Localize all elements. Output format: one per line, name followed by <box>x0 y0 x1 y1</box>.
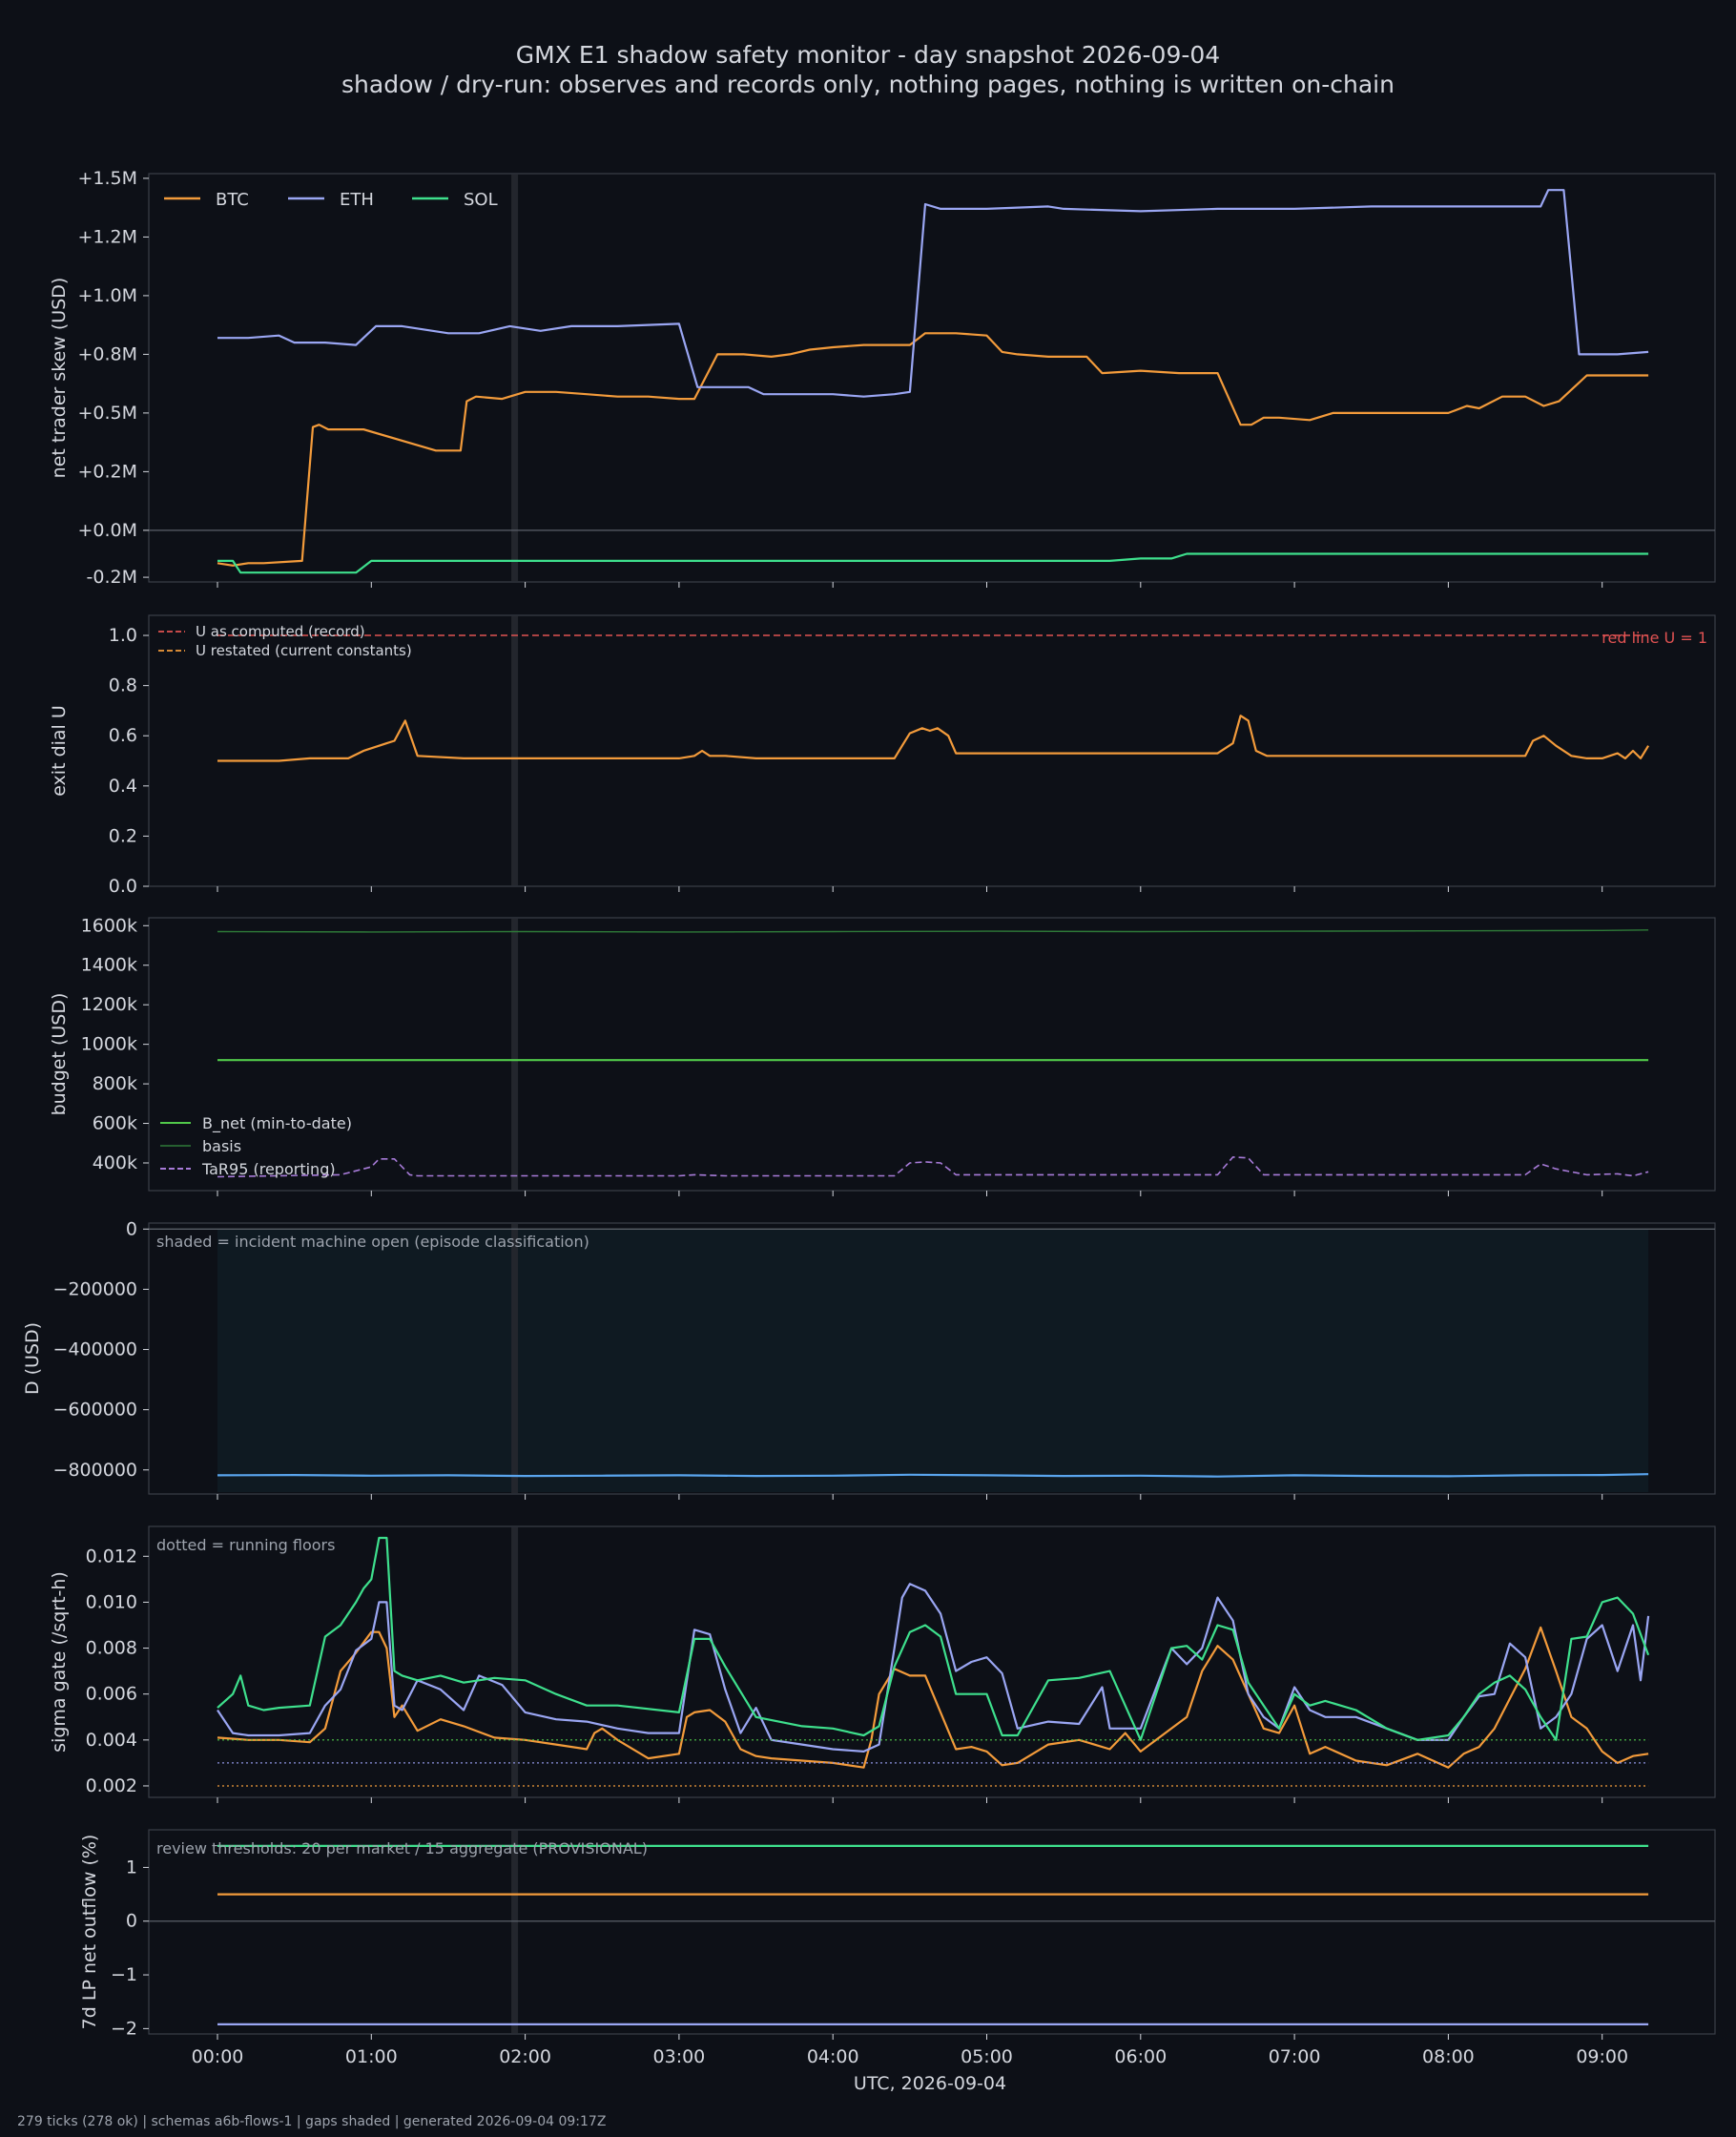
plot-area <box>148 614 1716 887</box>
panel-annotation: review thresholds: 20 per market / 15 ag… <box>156 1839 648 1857</box>
y-tick-label: 0.008 <box>86 1638 137 1659</box>
red-line-annotation: red line U = 1 <box>1602 629 1707 647</box>
y-axis-label: budget (USD) <box>49 993 70 1116</box>
gap-band <box>511 1527 519 1796</box>
legend-label: U restated (current constants) <box>196 642 412 659</box>
y-tick-label: −2 <box>111 2018 137 2039</box>
y-tick-label: −600000 <box>53 1400 137 1421</box>
y-axis-label: D (USD) <box>22 1322 43 1395</box>
legend-label: ETH <box>340 190 374 210</box>
y-tick-label: +0.5M <box>77 403 137 424</box>
x-tick-label: 01:00 <box>345 2046 398 2067</box>
basis-line <box>217 929 1649 933</box>
plot-area <box>148 1525 1716 1798</box>
y-tick-label: +1.2M <box>77 226 137 247</box>
series-3-line <box>217 715 1650 762</box>
x-tick-label: 05:00 <box>961 2046 1013 2067</box>
y-tick-label: −1 <box>111 1964 137 1985</box>
y-axis-label: net trader skew (USD) <box>49 278 70 479</box>
y-axis-label: exit dial U <box>49 705 70 797</box>
chart-subtitle: shadow / dry-run: observes and records o… <box>341 71 1395 98</box>
y-tick-label: −200000 <box>53 1278 137 1299</box>
y-tick-label: -0.2M <box>87 567 137 588</box>
panel-3: 400k 600k 800k 1000k 1200k 1400k 1600k budget (… <box>49 915 1716 1196</box>
y-tick-label: 400k <box>93 1152 137 1173</box>
y-tick-label: 0.006 <box>86 1684 137 1705</box>
y-tick-label: 0.4 <box>109 776 137 797</box>
x-tick-label: 00:00 <box>192 2046 244 2067</box>
y-axis-label: sigma gate (/sqrt-h) <box>49 1571 70 1753</box>
y-axis-label: 7d LP net outflow (%) <box>79 1835 100 2030</box>
series-1-line <box>217 1473 1649 1478</box>
plot-area <box>148 173 1716 583</box>
x-tick-label: 04:00 <box>807 2046 859 2067</box>
chart-title: GMX E1 shadow safety monitor - day snaps… <box>516 41 1220 69</box>
incident-shade <box>217 1229 1649 1492</box>
gap-band <box>511 175 519 581</box>
y-tick-label: 1600k <box>81 915 137 936</box>
plot-area <box>148 917 1716 1192</box>
panel-2: 0.0 0.2 0.4 0.6 0.8 1.0 exit dial U red line U … <box>49 614 1716 897</box>
gap-band <box>511 1831 519 2033</box>
footer-status: 279 ticks (278 ok) | schemas a6b-flows-1… <box>17 2114 606 2129</box>
x-tick-label: 09:00 <box>1576 2046 1628 2067</box>
y-tick-label: +0.2M <box>77 461 137 482</box>
y-tick-label: 0.8 <box>109 675 137 696</box>
panels: -0.2M +0.0M +0.2M +0.5M +0.8M +1.0M +1.2M +1.5M… <box>22 168 1716 2094</box>
y-tick-label: 1 <box>126 1857 137 1878</box>
y-tick-label: 0 <box>126 1218 137 1239</box>
btc-line <box>217 332 1649 567</box>
y-tick-label: 0 <box>126 1911 137 1932</box>
legend-label: B_net (min-to-date) <box>202 1114 352 1133</box>
y-tick-label: 0.002 <box>86 1775 137 1796</box>
x-tick-label: 07:00 <box>1269 2046 1321 2067</box>
y-tick-label: −800000 <box>53 1460 137 1481</box>
y-tick-label: 0.6 <box>109 725 137 746</box>
y-tick-label: 0.0 <box>109 876 137 897</box>
y-tick-label: 1400k <box>81 955 137 976</box>
panel-annotation: dotted = running floors <box>156 1536 335 1554</box>
legend-label: BTC <box>216 190 249 210</box>
x-tick-label: 03:00 <box>653 2046 706 2067</box>
y-tick-label: −400000 <box>53 1339 137 1360</box>
y-tick-label: 800k <box>93 1073 137 1094</box>
panel-5: 0.002 0.004 0.006 0.008 0.010 0.012 sigma gate… <box>49 1525 1716 1803</box>
panel-4: 0 −200000 −400000 −600000 −800000 D (USD) shad… <box>22 1218 1716 1500</box>
y-tick-label: 0.004 <box>86 1730 137 1751</box>
gap-band <box>511 616 519 885</box>
x-axis-label: UTC, 2026-09-04 <box>854 2073 1006 2094</box>
y-tick-label: 0.010 <box>86 1591 137 1612</box>
eth-line <box>217 189 1649 398</box>
gap-band <box>511 1224 519 1493</box>
y-tick-label: +1.5M <box>77 168 137 189</box>
legend-label: TaR95 (reporting) <box>201 1160 336 1178</box>
y-tick-label: 0.012 <box>86 1546 137 1566</box>
y-tick-label: 0.2 <box>109 825 137 846</box>
gap-band <box>511 919 519 1190</box>
y-tick-label: 1200k <box>81 994 137 1015</box>
panel-annotation: shaded = incident machine open (episode … <box>156 1233 589 1251</box>
plot-area <box>148 1829 1716 2035</box>
legend-label: basis <box>202 1137 241 1155</box>
x-tick-label: 08:00 <box>1422 2046 1475 2067</box>
y-tick-label: +0.8M <box>77 343 137 364</box>
y-tick-label: 1000k <box>81 1034 137 1055</box>
y-tick-label: 600k <box>93 1113 137 1134</box>
series-3-line <box>217 1536 1650 1741</box>
legend-label: SOL <box>464 190 498 210</box>
x-tick-label: 02:00 <box>499 2046 551 2067</box>
y-tick-label: +1.0M <box>77 285 137 306</box>
x-tick-label: 06:00 <box>1114 2046 1167 2067</box>
y-tick-label: 1.0 <box>109 625 137 646</box>
panel-1: -0.2M +0.0M +0.2M +0.5M +0.8M +1.0M +1.2M +1.5M… <box>49 168 1716 588</box>
sol-line <box>217 552 1649 574</box>
y-tick-label: +0.0M <box>77 520 137 541</box>
series-1-line <box>217 1626 1649 1769</box>
panel-6: −2 −1 0 1 00:00 01:00 02:00 03:00 04:00 05:00 06:0… <box>79 1829 1716 2094</box>
legend-label: U as computed (record) <box>196 623 365 640</box>
